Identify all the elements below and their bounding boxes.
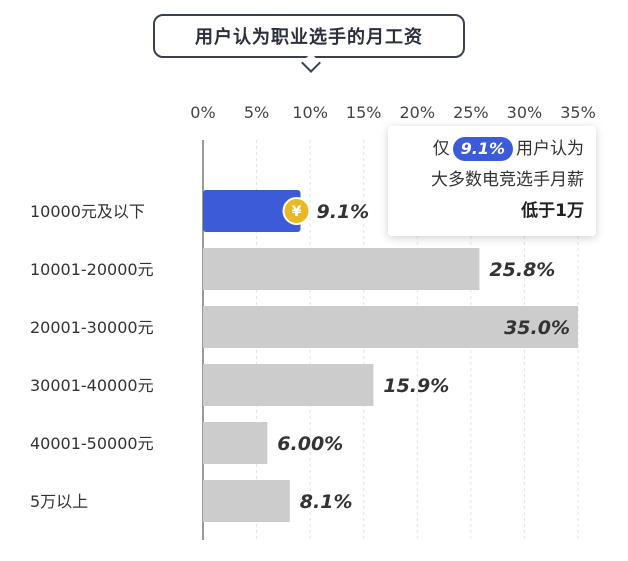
yuan-symbol: ¥ — [292, 204, 302, 220]
chart-title: 用户认为职业选手的月工资 — [153, 14, 465, 58]
callout-line-3: 低于1万 — [521, 201, 584, 221]
value-label: 9.1% — [317, 201, 370, 223]
chart-title-text: 用户认为职业选手的月工资 — [195, 27, 423, 48]
category-label: 30001-40000元 — [30, 376, 154, 395]
x-tick-label: 30% — [507, 103, 543, 122]
x-tick-label: 10% — [292, 103, 328, 122]
value-label: 8.1% — [300, 491, 353, 513]
value-label: 25.8% — [489, 259, 555, 281]
callout-line-1: 仅 9.1% 用户认为 — [396, 134, 584, 165]
bar — [203, 248, 480, 290]
x-tick-label: 25% — [453, 103, 489, 122]
bar — [203, 480, 290, 522]
callout-suffix: 用户认为 — [516, 139, 584, 159]
bar — [203, 364, 374, 406]
callout-prefix: 仅 — [432, 139, 450, 159]
category-label: 40001-50000元 — [30, 434, 154, 453]
x-tick-label: 35% — [560, 103, 596, 122]
category-label: 10000元及以下 — [30, 202, 145, 221]
callout-badge: 9.1% — [452, 137, 513, 161]
x-tick-label: 5% — [244, 103, 269, 122]
x-tick-label: 15% — [346, 103, 382, 122]
bar — [203, 306, 578, 348]
x-tick-label: 20% — [400, 103, 436, 122]
bar-highlight — [203, 190, 301, 232]
callout-line-2: 大多数电竞选手月薪 — [431, 170, 584, 190]
yuan-coin-icon — [282, 197, 311, 225]
callout-box: 仅 9.1% 用户认为 大多数电竞选手月薪 低于1万 — [388, 126, 596, 236]
category-label: 20001-30000元 — [30, 318, 154, 337]
bar — [203, 422, 268, 464]
category-label: 5万以上 — [30, 492, 88, 511]
x-tick-label: 0% — [190, 103, 215, 122]
value-label: 15.9% — [383, 375, 449, 397]
value-label: 6.00% — [277, 433, 343, 455]
value-label: 35.0% — [504, 317, 570, 339]
category-label: 10001-20000元 — [30, 260, 154, 279]
